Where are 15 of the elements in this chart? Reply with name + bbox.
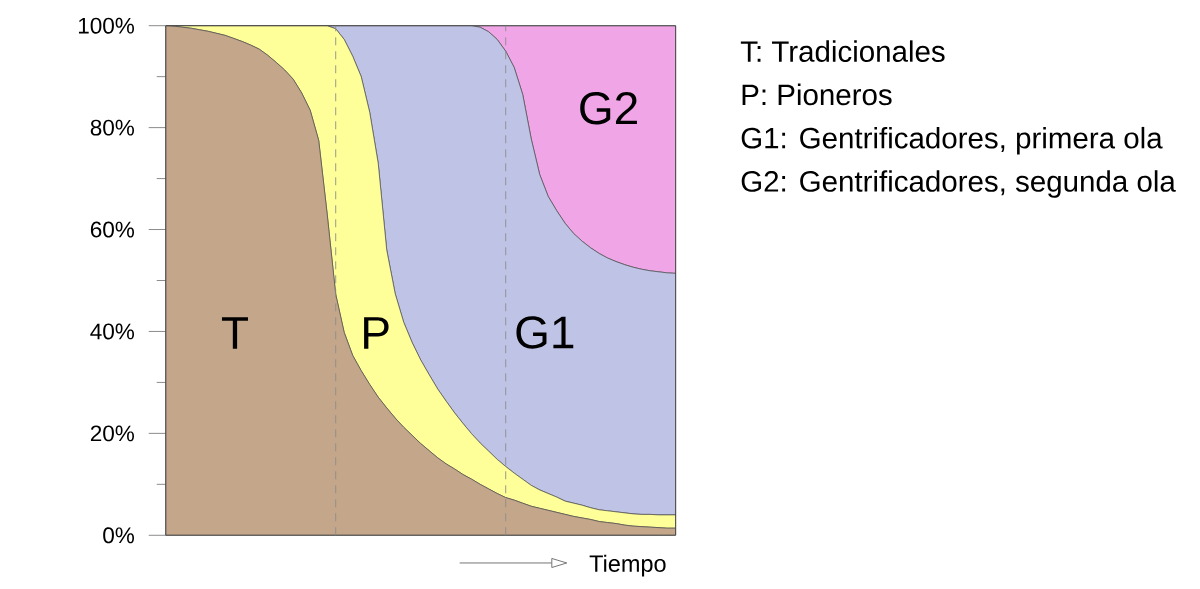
x-axis-title: Tiempo xyxy=(589,554,666,577)
y-tick-label: 40% xyxy=(90,323,135,340)
text: T: Tradicionales xyxy=(740,40,945,62)
y-tick-label: 20% xyxy=(90,425,135,442)
series-label: G1 xyxy=(516,316,574,349)
y-tick-label: 60% xyxy=(90,221,135,238)
text: P: Pioneros xyxy=(742,83,892,106)
y-tick-label: 0% xyxy=(103,527,135,544)
series-label: T xyxy=(221,317,248,349)
y-tick-label: 80% xyxy=(90,119,135,136)
series-label: G2 xyxy=(580,91,637,125)
series-label: P xyxy=(364,317,389,349)
y-tick-label: 100% xyxy=(78,17,135,34)
text: G1: Gentrificadores, primera ola xyxy=(741,126,1163,155)
text: G2: Gentrificadores, segunda ola xyxy=(741,170,1176,198)
